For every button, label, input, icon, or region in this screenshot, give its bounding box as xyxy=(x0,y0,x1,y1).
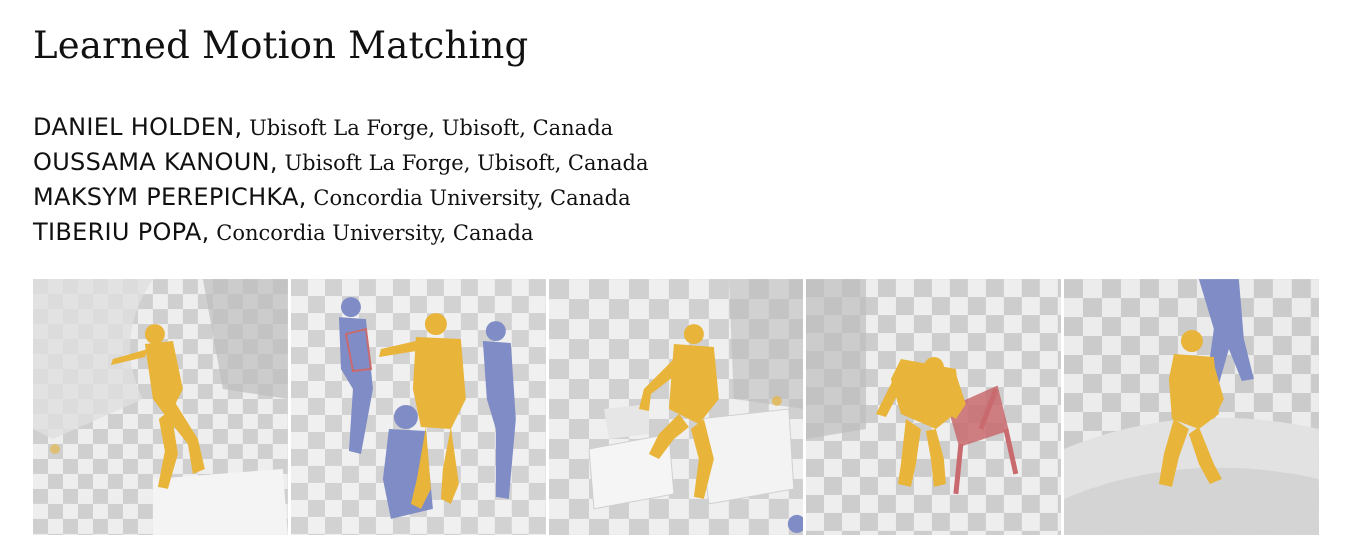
stepping-over-blocks-icon xyxy=(548,279,804,535)
author-name: DANIEL HOLDEN, xyxy=(33,113,243,141)
author-affiliation: Ubisoft La Forge, Ubisoft, Canada xyxy=(277,151,649,175)
author-list: DANIEL HOLDEN, Ubisoft La Forge, Ubisoft… xyxy=(33,110,649,250)
sitting-on-chair-icon xyxy=(806,279,1062,535)
author-entry: DANIEL HOLDEN, Ubisoft La Forge, Ubisoft… xyxy=(33,110,649,145)
figure-panel-climbing xyxy=(33,279,288,535)
author-name: OUSSAMA KANOUN, xyxy=(33,148,278,176)
figure-panel-crowd xyxy=(290,279,546,535)
author-name: TIBERIU POPA, xyxy=(33,218,210,246)
teaser-figure xyxy=(33,279,1319,535)
author-affiliation: Concordia University, Canada xyxy=(209,221,534,245)
figure-panel-chair xyxy=(806,279,1062,535)
author-entry: OUSSAMA KANOUN, Ubisoft La Forge, Ubisof… xyxy=(33,145,649,180)
author-entry: MAKSYM PEREPICHKA, Concordia University,… xyxy=(33,180,649,215)
author-affiliation: Concordia University, Canada xyxy=(306,186,631,210)
author-affiliation: Ubisoft La Forge, Ubisoft, Canada xyxy=(242,116,614,140)
author-name: MAKSYM PEREPICHKA, xyxy=(33,183,307,211)
author-entry: TIBERIU POPA, Concordia University, Cana… xyxy=(33,215,649,250)
figure-panel-blocks xyxy=(548,279,804,535)
crowd-interaction-icon xyxy=(290,279,546,535)
climbing-wall-icon xyxy=(33,279,288,535)
figure-panel-pipes xyxy=(1064,279,1319,535)
walking-over-pipes-icon xyxy=(1064,279,1319,535)
paper-title: Learned Motion Matching xyxy=(33,24,529,67)
